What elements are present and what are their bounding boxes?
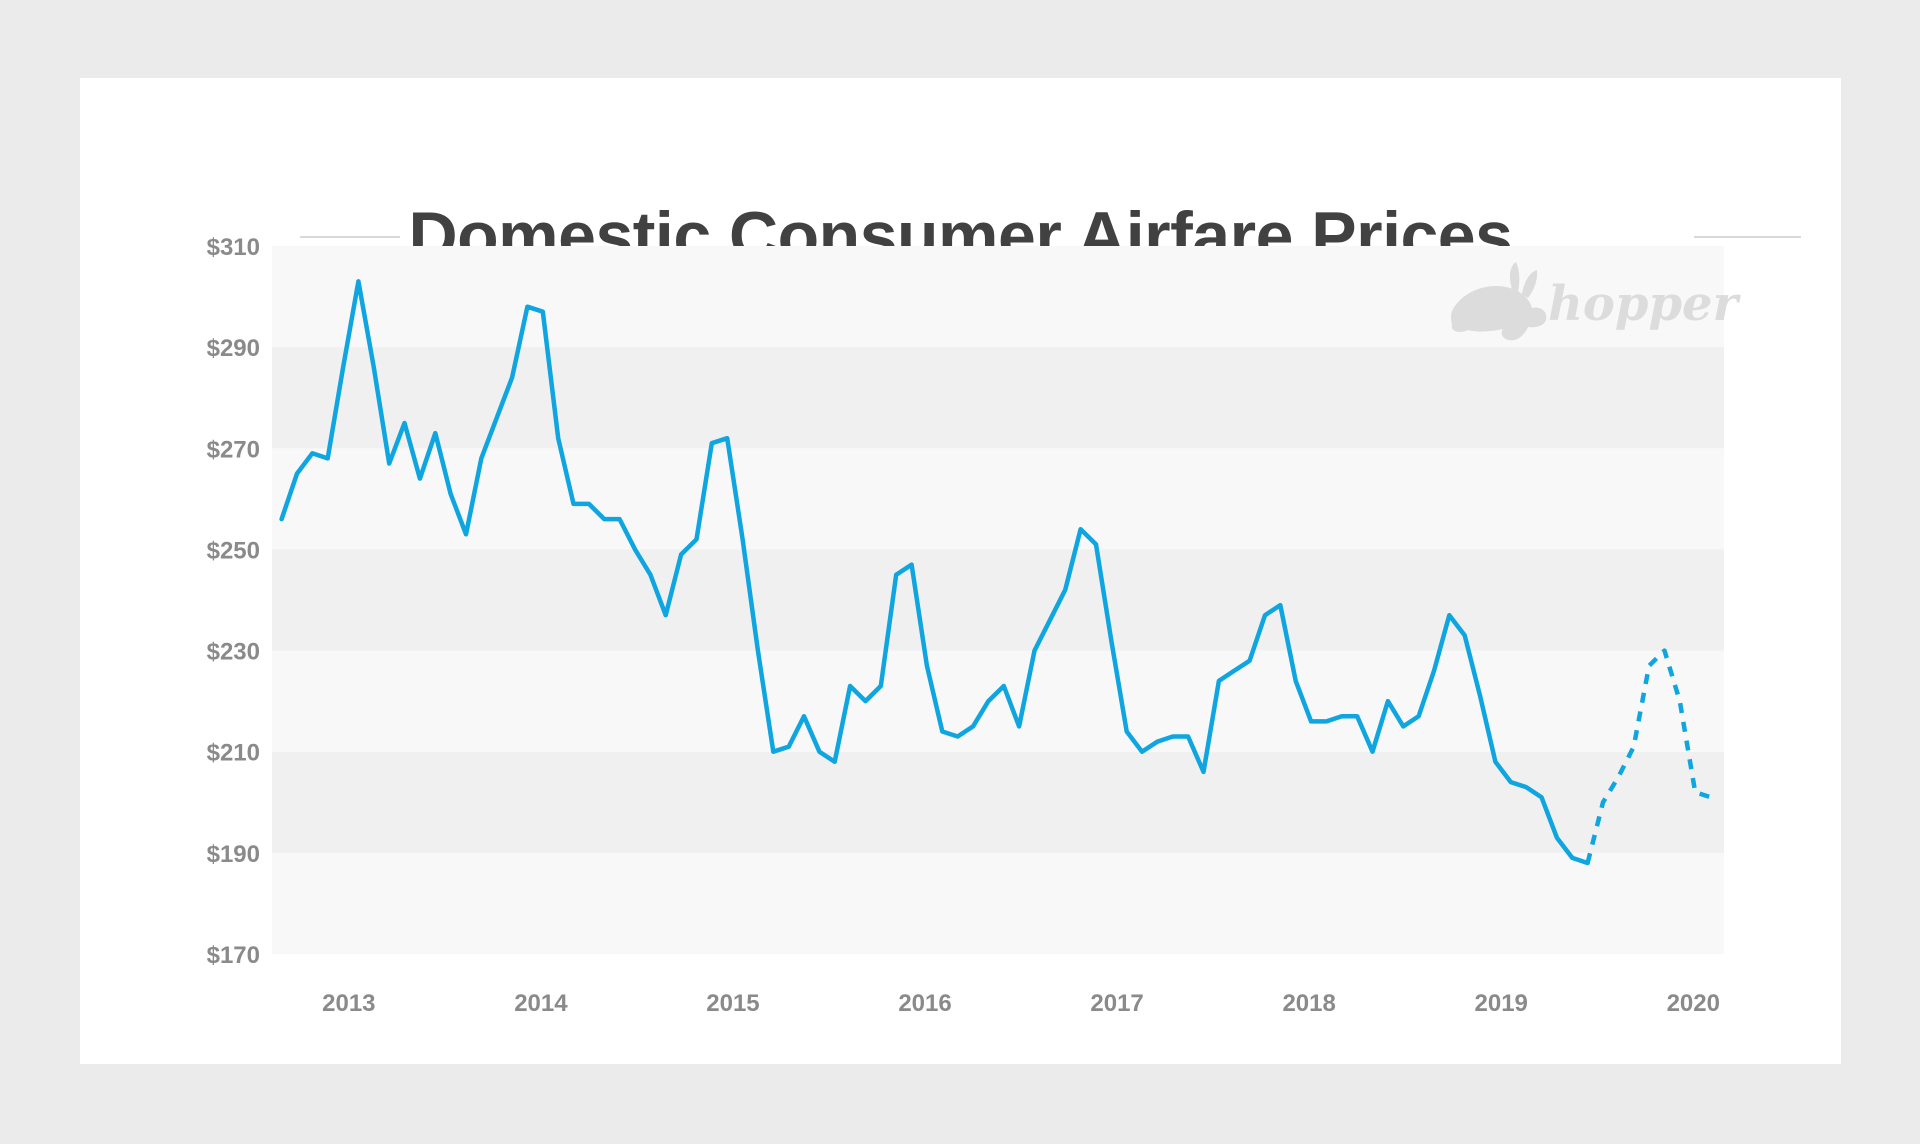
series-lines — [279, 279, 1712, 866]
hopper-wordmark: hopper — [1548, 276, 1742, 332]
x-axis-labels: 2013 2014 2015 2016 2017 2018 2019 2020 — [322, 990, 1720, 1017]
x-tick-label: 2020 — [1667, 990, 1720, 1017]
y-tick-label: $250 — [207, 537, 260, 564]
grid-band — [272, 549, 1724, 651]
x-tick-label: 2015 — [706, 990, 759, 1017]
x-tick-label: 2019 — [1475, 990, 1528, 1017]
y-tick-label: $190 — [207, 841, 260, 868]
x-tick-label: 2017 — [1090, 990, 1143, 1017]
y-tick-label: $270 — [207, 436, 260, 463]
price-series-line — [279, 279, 1590, 866]
y-axis-labels: $310 $290 $270 $250 $230 $210 $190 $170 — [207, 234, 260, 969]
y-tick-label: $310 — [207, 234, 260, 261]
title-rule-right — [1694, 236, 1801, 238]
x-tick-label: 2014 — [514, 990, 568, 1017]
grid-band — [272, 751, 1724, 853]
y-tick-label: $230 — [207, 639, 260, 666]
hopper-logo: hopper — [1451, 262, 1742, 341]
title-rule-left — [300, 236, 400, 238]
x-tick-label: 2013 — [322, 990, 375, 1017]
forecast-series-line — [1585, 648, 1712, 864]
x-tick-label: 2018 — [1282, 990, 1335, 1017]
grid-bands — [272, 246, 1724, 954]
grid-band — [272, 852, 1724, 954]
grid-band — [272, 650, 1724, 752]
y-tick-label: $210 — [207, 740, 260, 767]
rabbit-icon — [1451, 262, 1547, 341]
x-tick-label: 2016 — [898, 990, 951, 1017]
y-tick-label: $290 — [207, 335, 260, 362]
grid-band — [272, 448, 1724, 550]
y-tick-label: $170 — [207, 942, 260, 969]
